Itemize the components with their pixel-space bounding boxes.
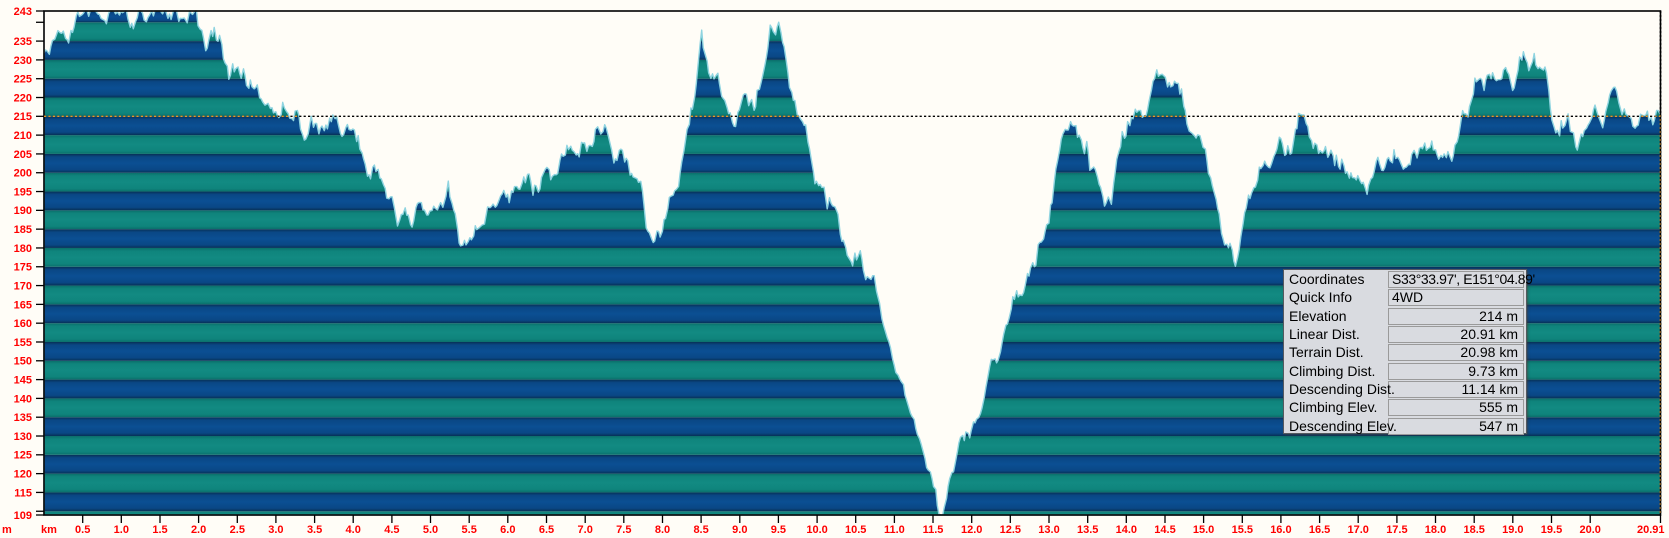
svg-text:125: 125	[14, 450, 32, 462]
svg-text:175: 175	[14, 262, 32, 274]
svg-text:8.0: 8.0	[655, 524, 670, 536]
svg-text:1.5: 1.5	[152, 524, 167, 536]
svg-text:225: 225	[14, 74, 32, 86]
svg-text:20.0: 20.0	[1579, 524, 1600, 536]
svg-text:243: 243	[14, 6, 32, 18]
svg-text:18.0: 18.0	[1425, 524, 1446, 536]
svg-text:12.5: 12.5	[1000, 524, 1021, 536]
svg-text:150: 150	[14, 356, 32, 368]
svg-text:130: 130	[14, 431, 32, 443]
svg-text:0.5: 0.5	[75, 524, 90, 536]
svg-text:19.0: 19.0	[1502, 524, 1523, 536]
svg-text:17.0: 17.0	[1347, 524, 1368, 536]
svg-text:155: 155	[14, 337, 32, 349]
svg-text:16.5: 16.5	[1309, 524, 1330, 536]
svg-text:115: 115	[14, 487, 32, 499]
svg-text:235: 235	[14, 36, 32, 48]
svg-text:135: 135	[14, 412, 32, 424]
svg-text:230: 230	[14, 55, 32, 67]
svg-text:195: 195	[14, 186, 32, 198]
svg-text:20.91: 20.91	[1637, 524, 1665, 536]
svg-text:2.5: 2.5	[230, 524, 245, 536]
svg-text:4.0: 4.0	[346, 524, 361, 536]
svg-text:1.0: 1.0	[114, 524, 129, 536]
svg-text:185: 185	[14, 224, 32, 236]
svg-text:140: 140	[14, 393, 32, 405]
svg-text:3.5: 3.5	[307, 524, 322, 536]
svg-text:13.0: 13.0	[1038, 524, 1059, 536]
svg-text:160: 160	[14, 318, 32, 330]
svg-text:18.5: 18.5	[1463, 524, 1484, 536]
svg-text:220: 220	[14, 92, 32, 104]
svg-text:6.5: 6.5	[539, 524, 554, 536]
svg-text:14.5: 14.5	[1154, 524, 1175, 536]
svg-text:145: 145	[14, 375, 32, 387]
svg-text:180: 180	[14, 243, 32, 255]
svg-text:19.5: 19.5	[1541, 524, 1562, 536]
svg-text:120: 120	[14, 469, 32, 481]
svg-text:6.0: 6.0	[500, 524, 515, 536]
svg-text:205: 205	[14, 149, 32, 161]
svg-text:170: 170	[14, 280, 32, 292]
svg-text:km: km	[41, 524, 57, 536]
svg-text:16.0: 16.0	[1270, 524, 1291, 536]
svg-text:10.0: 10.0	[806, 524, 827, 536]
svg-text:12.0: 12.0	[961, 524, 982, 536]
svg-text:7.0: 7.0	[578, 524, 593, 536]
svg-text:5.0: 5.0	[423, 524, 438, 536]
svg-text:7.5: 7.5	[616, 524, 631, 536]
svg-text:200: 200	[14, 168, 32, 180]
svg-text:15.5: 15.5	[1232, 524, 1253, 536]
svg-text:8.5: 8.5	[693, 524, 708, 536]
svg-text:109: 109	[14, 510, 32, 522]
svg-text:11.5: 11.5	[923, 524, 944, 536]
svg-text:10.5: 10.5	[845, 524, 866, 536]
svg-text:m: m	[2, 524, 12, 536]
svg-text:9.5: 9.5	[771, 524, 786, 536]
svg-text:4.5: 4.5	[384, 524, 399, 536]
svg-text:11.0: 11.0	[884, 524, 905, 536]
svg-text:210: 210	[14, 130, 32, 142]
svg-text:17.5: 17.5	[1386, 524, 1407, 536]
svg-text:15.0: 15.0	[1193, 524, 1214, 536]
svg-text:190: 190	[14, 205, 32, 217]
svg-text:9.0: 9.0	[732, 524, 747, 536]
svg-text:5.5: 5.5	[462, 524, 477, 536]
svg-text:2.0: 2.0	[191, 524, 206, 536]
svg-text:3.0: 3.0	[268, 524, 283, 536]
svg-text:14.0: 14.0	[1116, 524, 1137, 536]
svg-text:13.5: 13.5	[1077, 524, 1098, 536]
svg-text:215: 215	[14, 111, 32, 123]
svg-text:165: 165	[14, 299, 32, 311]
